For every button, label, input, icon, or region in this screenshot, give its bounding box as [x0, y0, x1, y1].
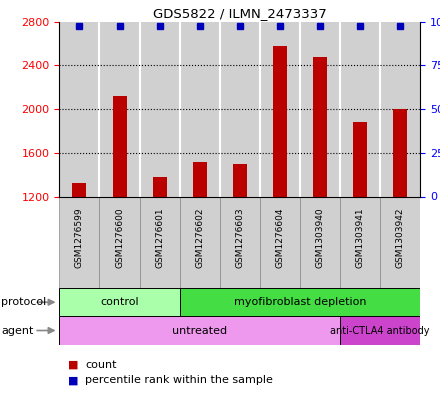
Text: GSM1303941: GSM1303941: [356, 208, 365, 268]
Bar: [99, 22, 139, 196]
Title: GDS5822 / ILMN_2473337: GDS5822 / ILMN_2473337: [153, 7, 326, 20]
Bar: [233, 164, 247, 196]
Bar: [220, 196, 260, 288]
Text: anti-CTLA4 antibody: anti-CTLA4 antibody: [330, 325, 430, 336]
Bar: [193, 162, 207, 196]
Bar: [260, 196, 300, 288]
Bar: [340, 316, 420, 345]
Bar: [273, 46, 287, 196]
Bar: [260, 22, 300, 196]
Bar: [180, 196, 220, 288]
Bar: [59, 22, 99, 196]
Bar: [139, 196, 180, 288]
Text: GSM1303940: GSM1303940: [315, 208, 324, 268]
Bar: [59, 316, 340, 345]
Bar: [73, 184, 87, 196]
Text: GSM1303942: GSM1303942: [396, 208, 405, 268]
Text: control: control: [100, 297, 139, 307]
Text: myofibroblast depletion: myofibroblast depletion: [234, 297, 366, 307]
Text: GSM1276601: GSM1276601: [155, 208, 164, 268]
Bar: [180, 288, 420, 316]
Bar: [99, 196, 139, 288]
Text: count: count: [85, 360, 117, 370]
Bar: [300, 196, 340, 288]
Bar: [220, 22, 260, 196]
Bar: [313, 57, 327, 196]
Bar: [393, 109, 407, 196]
Text: agent: agent: [1, 325, 33, 336]
Bar: [59, 196, 99, 288]
Text: GSM1276600: GSM1276600: [115, 208, 124, 268]
Bar: [153, 177, 167, 196]
Bar: [380, 196, 420, 288]
Bar: [300, 22, 340, 196]
Bar: [380, 22, 420, 196]
Text: untreated: untreated: [172, 325, 227, 336]
Bar: [340, 196, 380, 288]
Bar: [340, 22, 380, 196]
Text: ■: ■: [68, 360, 79, 370]
Text: ■: ■: [68, 375, 79, 386]
Text: GSM1276603: GSM1276603: [235, 208, 244, 268]
Bar: [353, 122, 367, 196]
Text: protocol: protocol: [1, 297, 46, 307]
Text: percentile rank within the sample: percentile rank within the sample: [85, 375, 273, 386]
Bar: [59, 288, 180, 316]
Text: GSM1276602: GSM1276602: [195, 208, 204, 268]
Bar: [113, 96, 127, 196]
Text: GSM1276599: GSM1276599: [75, 208, 84, 268]
Bar: [139, 22, 180, 196]
Text: GSM1276604: GSM1276604: [275, 208, 284, 268]
Bar: [180, 22, 220, 196]
